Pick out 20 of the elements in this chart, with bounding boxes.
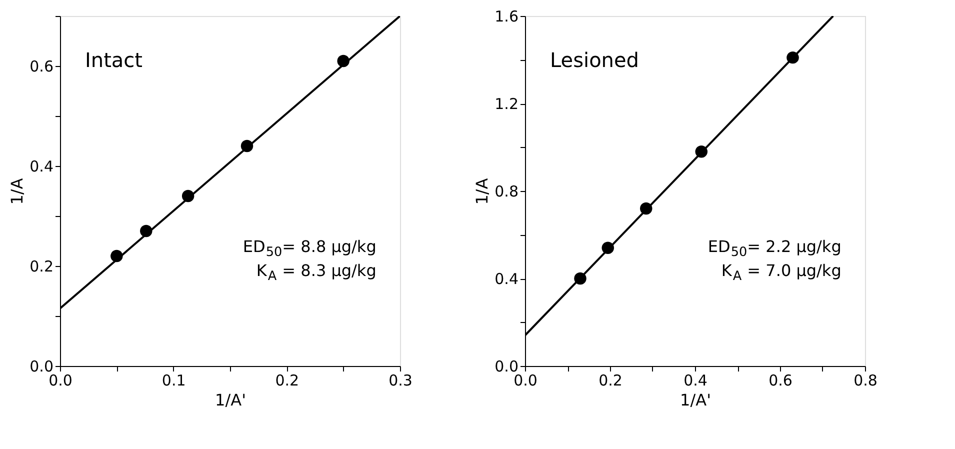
annotation: Intact [85,48,143,72]
y-tick-label: 0.8 [494,182,518,200]
y-axis-title: 1/A [472,178,492,205]
y-tick-label: 1.6 [494,8,518,26]
x-tick-label: 0.1 [162,372,186,390]
x-tick-label: 0.3 [388,372,412,390]
annotation: Lesioned [550,48,639,72]
y-tick-label: 0.6 [30,58,54,76]
y-tick-label: 0.2 [30,258,54,276]
y-axis-title: 1/A [8,178,27,205]
x-axis-title: 1/A' [215,390,246,410]
y-tick-label: 1.2 [494,95,518,113]
x-tick-label: 0.4 [684,372,708,390]
x-tick-label: 0.2 [598,372,622,390]
x-tick-label: 0.6 [768,372,792,390]
x-axis-title: 1/A' [680,390,711,410]
y-tick-label: 0.4 [30,158,54,176]
x-tick-label: 0.2 [275,372,300,390]
y-tick-label: 0.4 [494,270,518,288]
x-tick-label: 0.8 [854,372,878,390]
